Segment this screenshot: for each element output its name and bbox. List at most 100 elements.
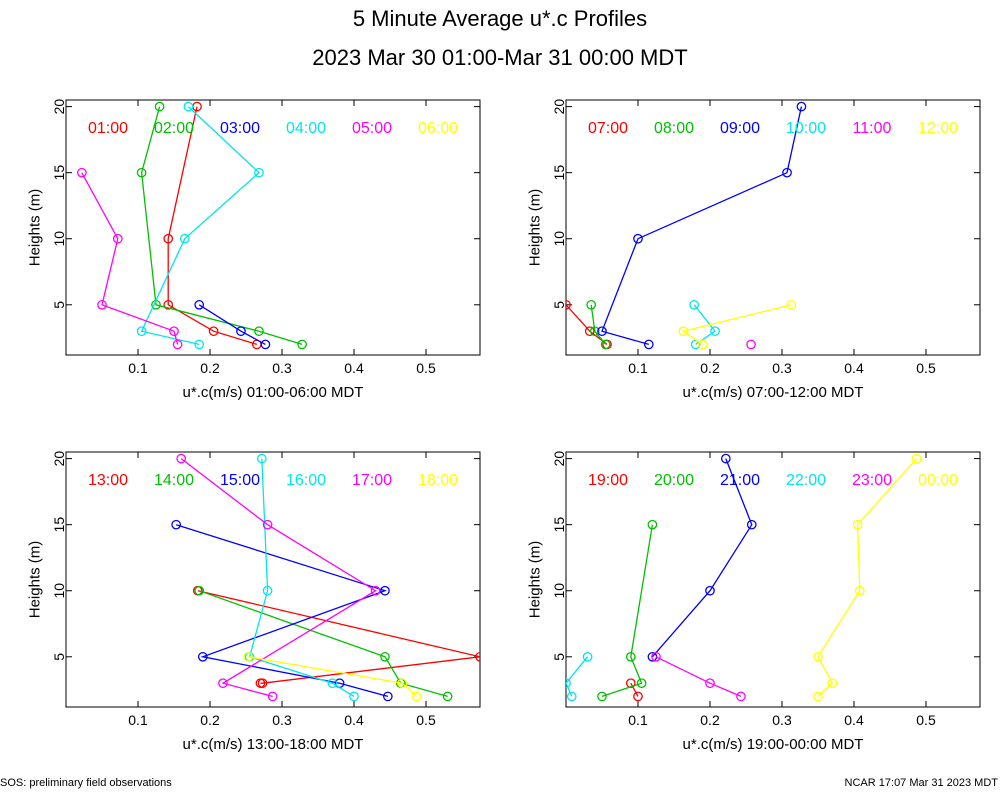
legend-0000: 00:00 [918, 472, 958, 489]
data-point-0200 [297, 339, 308, 350]
series-layer [76, 101, 308, 350]
x-tick-label: 0.2 [200, 712, 220, 728]
figure-subtitle: 2023 Mar 30 01:00-Mar 31 00:00 MDT [312, 45, 687, 70]
x-tick-label: 0.1 [628, 360, 648, 376]
data-point-0400 [194, 339, 205, 350]
data-point-0400 [179, 233, 190, 244]
data-point-0800 [586, 299, 597, 310]
data-point-1600 [349, 691, 359, 702]
data-point-0300 [236, 326, 246, 337]
legend-0500: 05:00 [352, 120, 392, 137]
legend-1400: 14:00 [154, 472, 194, 489]
series-line-1300 [197, 590, 480, 684]
y-tick-label: 5 [551, 653, 567, 661]
x-tick-label: 0.3 [772, 712, 792, 728]
data-point-1800 [397, 678, 408, 689]
series-line-0100 [167, 106, 257, 346]
panel-2: 0.1 0.2 0.3 0.4 0.5 5 10 15 20 u*.c(m/s) 07:00-12… [527, 99, 981, 401]
series-line-1700 [180, 458, 377, 698]
y-tick-label: 20 [51, 451, 67, 467]
data-point-0700 [566, 299, 571, 310]
data-point-0500 [112, 233, 123, 244]
footer-left: SOS: preliminary field observations [0, 777, 172, 789]
data-point-2300 [736, 691, 746, 702]
data-point-2000 [647, 519, 658, 530]
figure-title: 5 Minute Average u*.c Profiles [353, 6, 647, 31]
data-point-0200 [136, 167, 147, 178]
legend-1800: 18:00 [418, 472, 458, 489]
data-point-0500 [76, 167, 87, 178]
x-tick-label: 0.3 [272, 712, 292, 728]
x-tick-label: 0.4 [344, 712, 364, 728]
y-axis-label: Heights (m) [27, 189, 44, 267]
panel-3: 0.1 0.2 0.3 0.4 0.5 5 10 15 20 u*.c(m/s) 13:00-18… [27, 451, 481, 753]
data-point-2100 [705, 585, 715, 596]
series-line-0900 [601, 106, 803, 346]
data-point-1200 [697, 339, 708, 350]
x-tick-label: 0.2 [200, 360, 220, 376]
data-point-0100 [163, 233, 174, 244]
data-point-1200 [786, 299, 797, 310]
data-point-2200 [566, 691, 577, 702]
x-tick-label: 0.5 [416, 712, 436, 728]
data-point-0000 [852, 519, 863, 530]
data-point-1800 [411, 691, 422, 702]
series-line-0400 [140, 106, 260, 346]
data-point-0900 [796, 101, 807, 112]
legend-0100: 01:00 [88, 120, 128, 137]
data-point-2000 [597, 691, 607, 702]
legend-2300: 23:00 [852, 472, 892, 489]
legend-1200: 12:00 [918, 120, 958, 137]
data-point-2200 [582, 651, 593, 662]
series-layer [566, 101, 807, 350]
data-point-2100 [720, 453, 731, 464]
legend-0800: 08:00 [654, 120, 694, 137]
y-tick-label: 15 [51, 517, 67, 533]
data-point-1000 [710, 326, 720, 337]
y-axis-label: Heights (m) [527, 189, 544, 267]
panel-1: 0.1 0.2 0.3 0.4 0.5 5 10 15 20 u*.c(m/s) 01:00-06… [27, 99, 481, 401]
data-point-1100 [746, 339, 756, 350]
data-point-0100 [192, 101, 202, 112]
data-point-2000 [625, 651, 636, 662]
plot-frame [65, 99, 481, 356]
x-tick-label: 0.3 [772, 360, 792, 376]
data-point-1300 [255, 678, 266, 689]
data-point-0700 [584, 326, 595, 337]
data-point-1500 [171, 519, 182, 530]
series-layer [566, 453, 922, 702]
data-point-0400 [254, 167, 264, 178]
x-tick-label: 0.4 [844, 712, 864, 728]
legend-0200: 02:00 [154, 120, 194, 137]
legend-1500: 15:00 [220, 472, 260, 489]
data-point-0300 [194, 299, 205, 310]
legend-1300: 13:00 [88, 472, 128, 489]
x-tick-label: 0.3 [272, 360, 292, 376]
data-point-1600 [256, 453, 267, 464]
data-point-1800 [243, 651, 254, 662]
data-point-0000 [911, 453, 922, 464]
series-line-1800 [248, 656, 418, 697]
legend-0400: 04:00 [286, 120, 326, 137]
legend-0300: 03:00 [220, 120, 260, 137]
data-point-0000 [854, 585, 865, 596]
data-point-1600 [327, 678, 338, 689]
legend-0900: 09:00 [720, 120, 760, 137]
plot-frame [565, 451, 981, 708]
data-point-0200 [254, 326, 264, 337]
data-point-1700 [267, 691, 278, 702]
data-point-1700 [262, 519, 273, 530]
data-point-1000 [689, 299, 700, 310]
plot-frame [565, 99, 981, 356]
series-line-1900 [630, 682, 639, 697]
series-line-0800 [590, 304, 607, 345]
data-point-1700 [218, 678, 228, 689]
data-point-1700 [370, 585, 381, 596]
series-line-0500 [81, 172, 179, 345]
legend-1600: 16:00 [286, 472, 326, 489]
data-point-1400 [380, 651, 390, 662]
data-point-0000 [827, 678, 838, 689]
data-point-0400 [183, 101, 194, 112]
series-line-2100 [651, 458, 753, 658]
